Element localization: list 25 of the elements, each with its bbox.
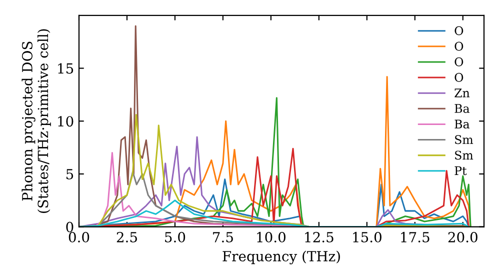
- x-tick-label: 17.5: [401, 232, 430, 242]
- x-tick-label: 10.0: [257, 232, 286, 242]
- legend-label: Pt: [454, 166, 467, 176]
- x-tick-label: 0.0: [68, 232, 90, 242]
- y-axis-title: Phonon projected DOS (States/THz·primitive cell): [22, 29, 51, 213]
- y-tick-label: 10: [58, 116, 74, 127]
- legend-label: O: [454, 57, 464, 66]
- legend-label: O: [454, 26, 464, 36]
- y-tick-label: 5: [66, 169, 74, 180]
- legend-label: O: [454, 72, 464, 82]
- legend-label: O: [454, 42, 464, 51]
- x-axis-title: Frequency (THz): [222, 250, 340, 264]
- legend-label: Sm: [455, 135, 474, 144]
- x-tick-label: 2.5: [116, 232, 137, 242]
- legend-label: Ba: [454, 104, 470, 113]
- x-tick-label: 12.5: [305, 232, 334, 242]
- legend-label: Sm: [455, 150, 474, 160]
- y-tick-label: 0: [66, 222, 74, 232]
- legend-label: Ba: [454, 120, 470, 129]
- x-tick-label: 5.0: [165, 232, 186, 242]
- x-tick-label: 7.5: [213, 232, 233, 242]
- x-tick-label: 15.0: [353, 232, 382, 242]
- y-tick-label: 15: [58, 63, 74, 74]
- legend-label: Zn: [454, 88, 470, 98]
- x-tick-label: 20.0: [448, 232, 478, 242]
